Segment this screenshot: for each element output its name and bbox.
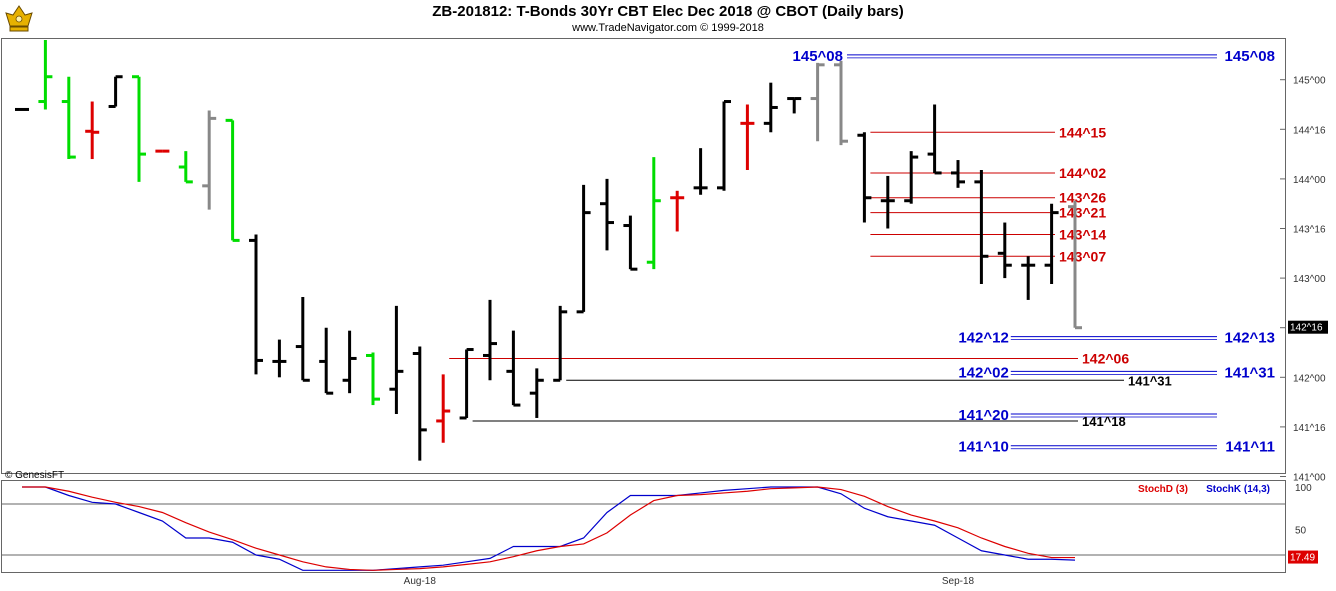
level-label: 142^12 bbox=[958, 330, 1008, 347]
price-axis-label: 144^00 bbox=[1293, 175, 1326, 186]
stoch-last-box bbox=[1288, 550, 1318, 564]
last-price-label: 142^16 bbox=[1290, 323, 1323, 334]
stoch-last-label: 17.49 bbox=[1290, 553, 1315, 564]
date-axis-label: Sep-18 bbox=[942, 576, 975, 587]
level-label: 143^26 bbox=[1059, 190, 1106, 206]
level-right-label: 142^13 bbox=[1225, 330, 1275, 347]
level-label: 141^20 bbox=[958, 407, 1008, 424]
chart-subtitle: www.TradeNavigator.com © 1999-2018 bbox=[572, 22, 764, 34]
copyright-label: © GenesisFT bbox=[5, 470, 64, 481]
level-label: 144^15 bbox=[1059, 124, 1106, 140]
stoch-panel-frame bbox=[1, 480, 1286, 573]
level-right-label: 141^31 bbox=[1225, 364, 1275, 381]
price-panel-frame bbox=[1, 38, 1286, 474]
level-label: 143^21 bbox=[1059, 205, 1106, 221]
stoch-series-line[interactable] bbox=[22, 486, 1076, 571]
price-axis-label: 143^00 bbox=[1293, 274, 1326, 285]
stoch-axis-label: 100 bbox=[1295, 483, 1312, 494]
stoch-series-line[interactable] bbox=[22, 486, 1075, 571]
level-right-label: 145^08 bbox=[1225, 48, 1275, 65]
level-label: 143^14 bbox=[1059, 226, 1106, 242]
price-axis-label: 143^16 bbox=[1293, 225, 1326, 236]
legend-stoch-d: StochD (3) bbox=[1138, 484, 1188, 495]
level-label: 141^10 bbox=[958, 439, 1008, 456]
level-label: 144^02 bbox=[1059, 165, 1106, 181]
price-axis-label: 141^00 bbox=[1293, 473, 1326, 484]
stochastic-layer[interactable] bbox=[22, 486, 1076, 571]
legend-stoch-k: StochK (14,3) bbox=[1206, 484, 1270, 495]
bar-layer[interactable] bbox=[15, 40, 1082, 461]
price-axis-label: 144^16 bbox=[1293, 125, 1326, 136]
price-axis-label: 141^16 bbox=[1293, 423, 1326, 434]
grid-layer bbox=[2, 503, 1285, 556]
level-label: 141^18 bbox=[1082, 414, 1126, 429]
level-right-label: 141^11 bbox=[1225, 439, 1275, 456]
date-axis-label: Aug-18 bbox=[404, 576, 437, 587]
level-label: 142^06 bbox=[1082, 350, 1129, 366]
level-label: 142^02 bbox=[958, 364, 1008, 381]
price-axis-label: 145^00 bbox=[1293, 76, 1326, 87]
last-price-box bbox=[1288, 320, 1328, 334]
chart-header: ZB-201812: T-Bonds 30Yr CBT Elec Dec 201… bbox=[0, 0, 1336, 38]
tradenavigator-logo-icon bbox=[4, 4, 34, 34]
axis-layer: 141^00 141^16 142^00 142^16 143^00 143^16 144^… bbox=[404, 76, 1328, 587]
level-label: 143^07 bbox=[1059, 248, 1106, 264]
stoch-axis-label: 50 bbox=[1295, 526, 1307, 537]
level-label: 141^31 bbox=[1128, 373, 1172, 388]
chart-title: ZB-201812: T-Bonds 30Yr CBT Elec Dec 201… bbox=[432, 3, 904, 20]
level-label: 145^08 bbox=[793, 48, 843, 65]
price-axis-label: 142^00 bbox=[1293, 373, 1326, 384]
